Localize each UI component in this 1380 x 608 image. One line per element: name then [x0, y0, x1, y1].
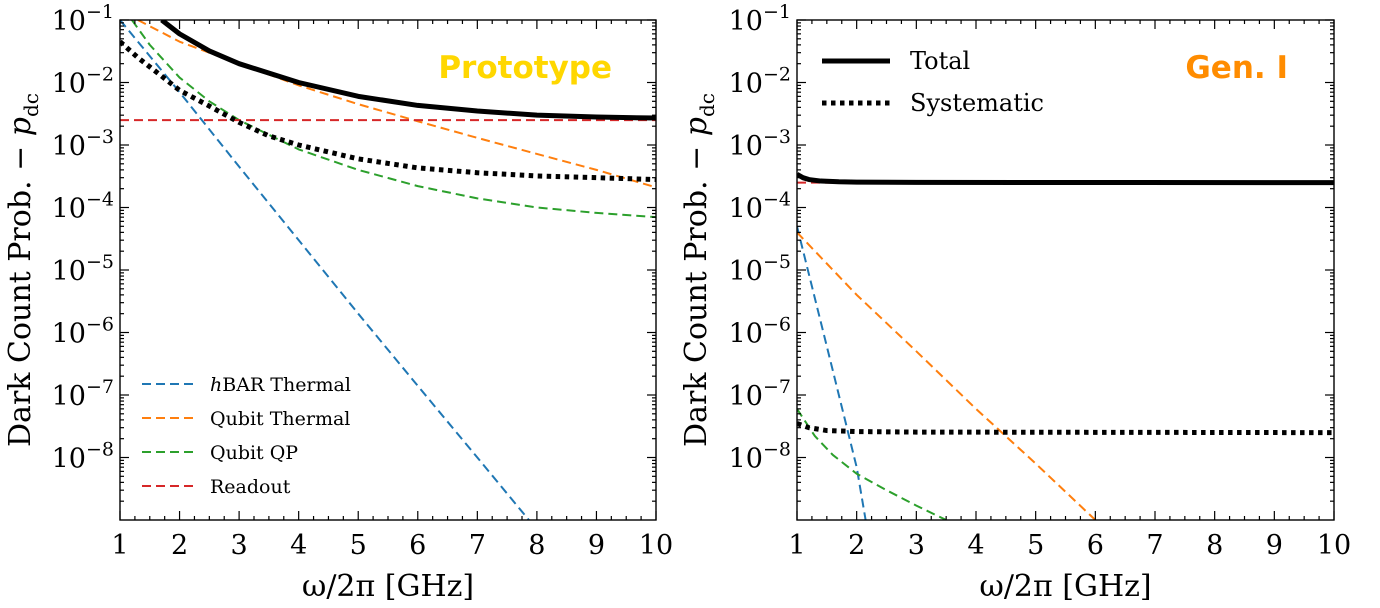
- chart-panel-1: 1 2 3 4 5 6 7 8 9 10 10−1 10−2 10−3 10−4 10−5 10−6 10−7 1…: [3, 1, 673, 604]
- x-tick-label: 5: [1027, 530, 1044, 561]
- legend-label: Readout: [210, 476, 291, 498]
- series-line-systematic: [120, 39, 656, 183]
- series-group: [120, 20, 656, 520]
- x-tick-label: 7: [469, 530, 486, 561]
- series-line-hbar-thermal: [120, 20, 531, 520]
- series-line-qubit-qp: [131, 20, 656, 219]
- y-tick-label: 10−4: [52, 189, 114, 225]
- series-group: [797, 172, 1334, 520]
- y-tick-label: 10−3: [52, 126, 114, 162]
- series-line-qubit-qp: [797, 408, 947, 520]
- y-tick-label: 10−1: [52, 1, 114, 37]
- series-line-qubit-thermal: [797, 231, 1097, 520]
- x-axis-label: ω/2π [GHz]: [979, 569, 1151, 604]
- y-tick-label: 10−7: [52, 376, 114, 412]
- y-tick-label: 10−2: [52, 64, 114, 100]
- x-tick-label: 6: [409, 530, 426, 561]
- y-tick-label: 10−7: [729, 376, 791, 412]
- legend-label: Qubit Thermal: [210, 408, 350, 430]
- series-line-total: [797, 172, 1334, 186]
- plot-frame: [796, 19, 1335, 521]
- y-tick-label: 10−1: [729, 1, 791, 37]
- x-tick-label: 3: [908, 530, 925, 561]
- x-tick-label: 9: [1266, 530, 1283, 561]
- y-axis-label: Dark Count Prob. − pdc: [3, 93, 43, 447]
- y-tick-label: 10−4: [729, 189, 791, 225]
- x-tick-label: 6: [1087, 530, 1104, 561]
- x-tick-label: 4: [290, 530, 307, 561]
- y-axis-label: Dark Count Prob. − pdc: [679, 93, 719, 447]
- y-tick-label: 10−2: [729, 64, 791, 100]
- x-tick-label: 1: [111, 530, 128, 561]
- legend-label: Total: [910, 47, 970, 75]
- y-tick-label: 10−6: [52, 314, 114, 350]
- x-tick-label: 5: [350, 530, 367, 561]
- x-tick-label: 2: [848, 530, 865, 561]
- x-axis-label: ω/2π [GHz]: [302, 569, 474, 604]
- x-tick-label: 2: [171, 530, 188, 561]
- panel-title: Prototype: [438, 50, 612, 86]
- series-line-total: [160, 20, 656, 121]
- y-tick-label: 10−8: [729, 439, 791, 475]
- legend: hBAR Thermal Qubit Thermal Qubit QP Readout: [142, 374, 351, 498]
- series-line-hbar-thermal: [797, 226, 867, 520]
- legend: Total Systematic: [822, 47, 1044, 117]
- panel-title: Gen. I: [1185, 50, 1288, 86]
- y-tick-label: 10−3: [729, 126, 791, 162]
- x-tick-label: 10: [1317, 530, 1351, 561]
- y-tick-label: 10−5: [729, 251, 791, 287]
- legend-label: Systematic: [910, 89, 1044, 117]
- y-tick-label: 10−5: [52, 251, 114, 287]
- y-tick-label: 10−6: [729, 314, 791, 350]
- x-tick-label: 1: [788, 530, 805, 561]
- x-tick-label: 10: [639, 530, 673, 561]
- y-tick-label: 10−8: [52, 439, 114, 475]
- legend-label: hBAR Thermal: [210, 374, 351, 396]
- legend-label: Qubit QP: [210, 442, 298, 464]
- x-tick-label: 3: [231, 530, 248, 561]
- x-tick-label: 8: [1206, 530, 1223, 561]
- chart-panel-2: 1 2 3 4 5 6 7 8 9 10 10−1 10−2 10−3 10−4 10−5 10−6 10−7 1…: [679, 1, 1351, 604]
- series-line-systematic: [797, 421, 1334, 436]
- x-tick-label: 8: [528, 530, 545, 561]
- x-tick-label: 7: [1146, 530, 1163, 561]
- x-tick-label: 9: [588, 530, 605, 561]
- x-tick-label: 4: [967, 530, 984, 561]
